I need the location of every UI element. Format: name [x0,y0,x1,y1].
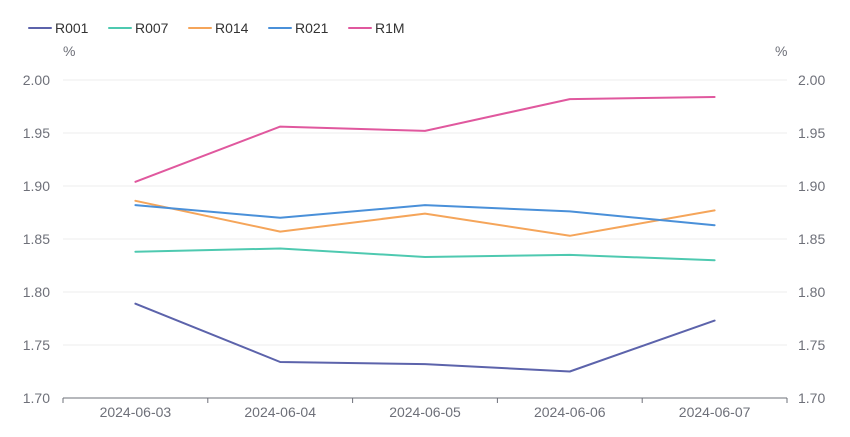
legend-label: R014 [215,20,249,36]
legend[interactable]: R001 R007 R014 R021 R1M [28,20,405,36]
x-tick-label: 2024-06-05 [389,404,461,420]
y-tick-label-left: 1.85 [23,231,50,247]
grid-layer [63,79,787,346]
series-line-r014[interactable] [134,199,716,237]
legend-label: R021 [295,20,329,36]
series-line-r007[interactable] [134,247,716,262]
x-tick-label: 2024-06-04 [244,404,316,420]
series-line-r1m[interactable] [134,96,716,183]
y-tick-label-left: 1.95 [23,125,50,141]
legend-label: R007 [135,20,169,36]
x-tick-label: 2024-06-03 [100,404,172,420]
y-tick-label-right: 1.75 [798,337,825,353]
series-line-r021[interactable] [134,204,716,227]
legend-label: R001 [55,20,89,36]
y-tick-label-right: 1.90 [798,178,825,194]
y-unit-right: % [775,43,787,59]
series-layer [134,96,716,373]
y-tick-label-right: 1.95 [798,125,825,141]
y-tick-label-left: 1.75 [23,337,50,353]
y-tick-label-right: 1.70 [798,390,825,406]
series-line-r001[interactable] [134,302,716,373]
legend-label: R1M [375,20,405,36]
legend-item-r021[interactable]: R021 [268,20,329,36]
y-tick-label-left: 2.00 [23,72,50,88]
y-tick-label-right: 1.85 [798,231,825,247]
y-tick-label-left: 1.90 [23,178,50,194]
x-tick-label: 2024-06-07 [679,404,751,420]
y-unit-left: % [63,43,75,59]
y-tick-label-right: 2.00 [798,72,825,88]
legend-item-r007[interactable]: R007 [108,20,169,36]
legend-item-r014[interactable]: R014 [188,20,249,36]
legend-item-r001[interactable]: R001 [28,20,89,36]
y-tick-label-left: 1.80 [23,284,50,300]
x-tick-label: 2024-06-06 [534,404,606,420]
y-tick-label-right: 1.80 [798,284,825,300]
y-tick-label-left: 1.70 [23,390,50,406]
legend-item-r1m[interactable]: R1M [348,20,405,36]
axis-layer: 1.70 1.70 1.75 1.75 1.80 1.80 1.85 1.85 1.90 1.90… [23,72,826,420]
